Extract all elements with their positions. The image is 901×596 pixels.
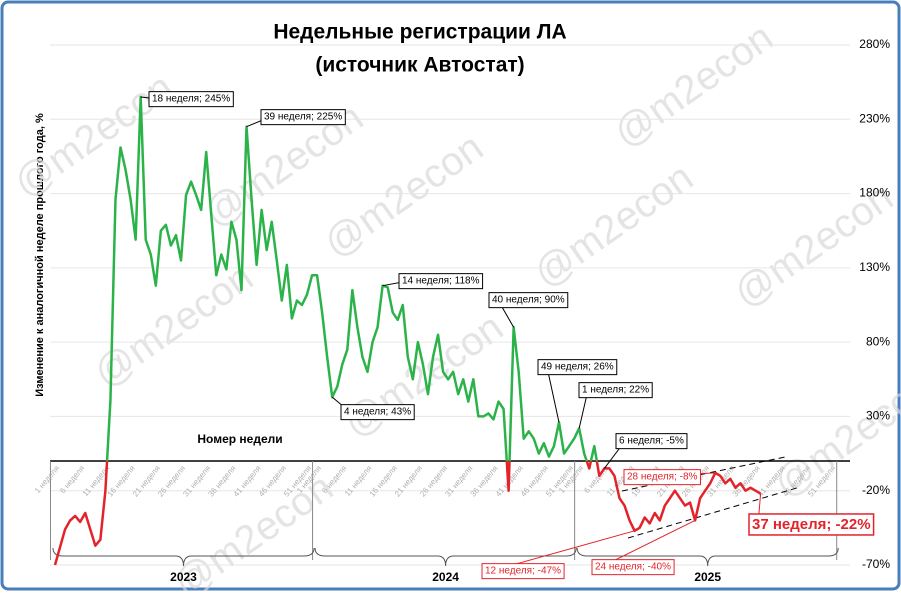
annotation-label: 37 неделя; -22% xyxy=(752,516,871,533)
annotation-box xyxy=(488,292,569,309)
y-tick-label: 230% xyxy=(859,111,890,125)
annotation-label: 28 неделя; -8% xyxy=(627,472,698,483)
annotation-box xyxy=(537,359,618,376)
annotation: 14 неделя; 118% xyxy=(382,273,484,290)
annotation-box xyxy=(748,513,875,536)
annotation: 4 неделя; 43% xyxy=(331,396,415,421)
annotation: 28 неделя; -8% xyxy=(623,469,716,486)
annotation-label: 49 неделя; 26% xyxy=(541,362,614,373)
annotation: 1 неделя; 22% xyxy=(578,382,653,429)
y-axis-label: Изменение к аналогичной неделе прошлого … xyxy=(34,113,46,397)
trend-line xyxy=(621,456,786,492)
annotation-label: 6 неделя; -5% xyxy=(619,436,684,447)
chart-subtitle: (источник Автостат) xyxy=(315,54,524,77)
annotation-label: 18 неделя; 245% xyxy=(152,94,230,105)
trend-lines xyxy=(621,456,801,539)
year-label: 2025 xyxy=(694,570,721,584)
annotation-box xyxy=(148,91,234,108)
annotation-label: 1 неделя; 22% xyxy=(582,385,649,396)
annotation: 24 неделя; -40% xyxy=(591,519,696,576)
annotation-box xyxy=(578,382,653,399)
annotation-label: 24 неделя; -40% xyxy=(595,562,671,573)
annotation-box xyxy=(615,433,688,450)
y-tick-label: -20% xyxy=(862,483,890,497)
annotation: 40 неделя; 90% xyxy=(488,292,569,328)
annotation-label: 4 неделя; 43% xyxy=(344,407,411,418)
chart-title: Недельные регистрации ЛА xyxy=(273,21,566,44)
annotation-box xyxy=(398,273,484,290)
y-tick-label: -70% xyxy=(862,557,890,571)
annotation-label: 39 неделя; 225% xyxy=(264,112,342,123)
annotation-box xyxy=(260,109,346,126)
annotation-label: 12 неделя; -47% xyxy=(485,566,561,577)
x-axis-label: Номер недели xyxy=(197,432,282,446)
y-tick-label: 80% xyxy=(866,334,890,348)
data-line xyxy=(53,95,762,566)
annotation-label: 40 неделя; 90% xyxy=(492,295,565,306)
annotation: 39 неделя; 225% xyxy=(246,109,346,128)
annotations: 18 неделя; 245% 39 неделя; 225% 14 неделя;… xyxy=(140,91,875,580)
annotation: 6 неделя; -5% xyxy=(603,433,688,469)
year-label: 2023 xyxy=(170,570,197,584)
annotation: 18 неделя; 245% xyxy=(140,91,234,108)
annotation-box xyxy=(623,469,702,486)
y-tick-label: 30% xyxy=(866,409,890,423)
year-brace xyxy=(314,547,577,567)
annotation-box xyxy=(591,559,675,576)
y-tick-label: 280% xyxy=(859,37,890,51)
annotation-box xyxy=(340,404,415,421)
y-tick-label: 180% xyxy=(859,186,890,200)
annotation: 37 неделя; -22% xyxy=(748,493,875,536)
y-tick-label: 130% xyxy=(859,260,890,274)
annotation: 12 неделя; -47% xyxy=(481,530,635,580)
year-label: 2024 xyxy=(432,570,459,584)
annotation-leader xyxy=(546,366,560,423)
plot xyxy=(53,95,762,566)
annotation-label: 14 неделя; 118% xyxy=(402,276,480,287)
year-brace xyxy=(576,547,839,567)
annotation-box xyxy=(481,563,565,580)
annotation: 49 неделя; 26% xyxy=(537,359,618,423)
